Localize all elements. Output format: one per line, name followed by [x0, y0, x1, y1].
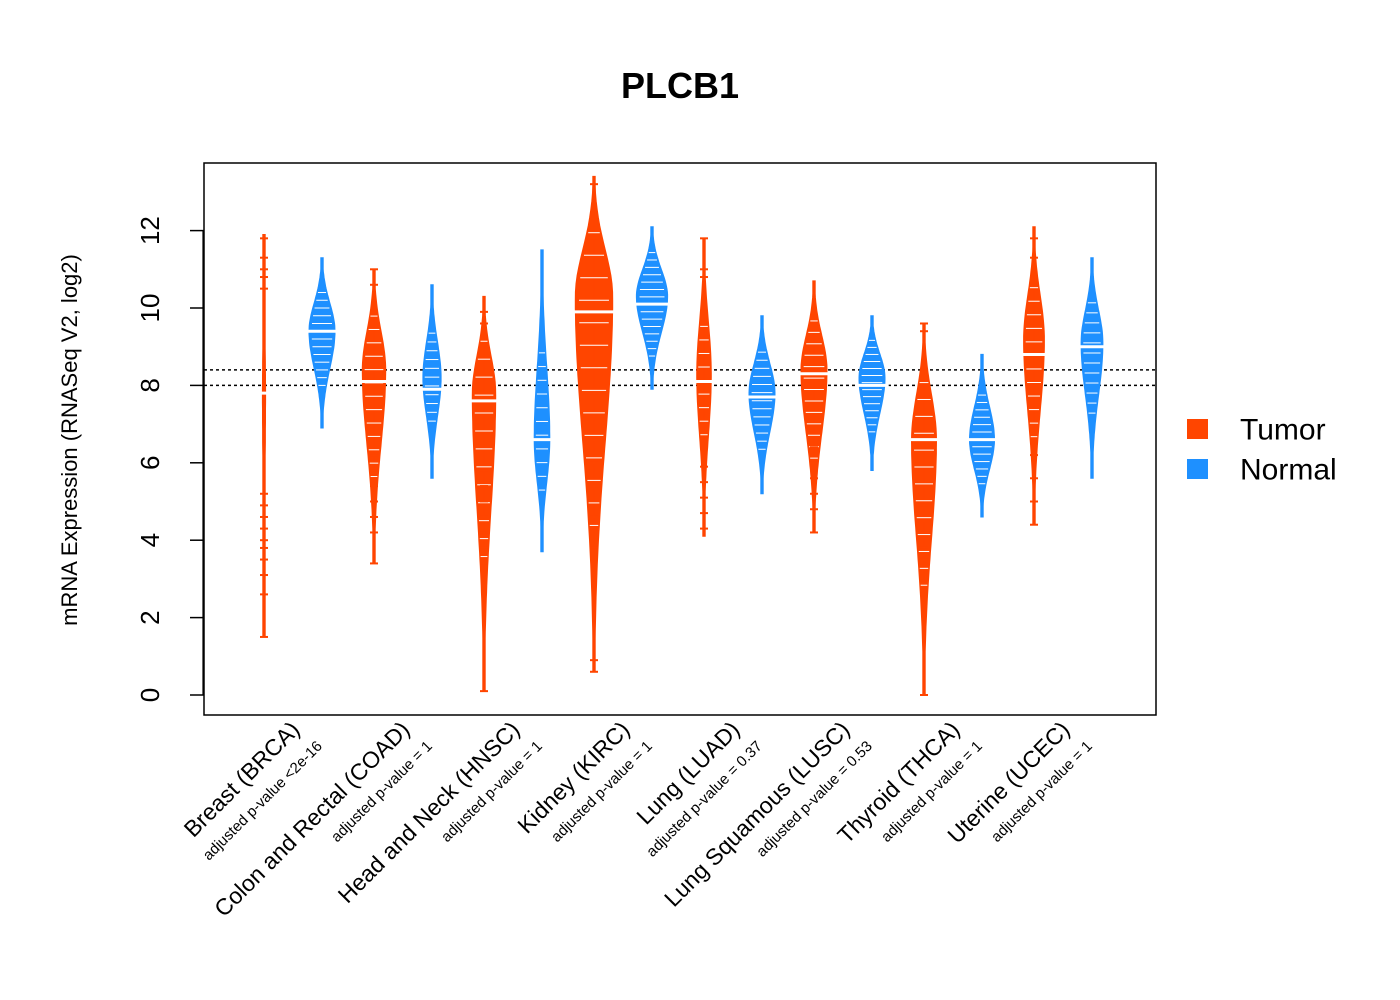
y-tick-label: 4 — [135, 533, 165, 547]
legend: Tumor Normal — [1187, 414, 1337, 487]
normal-bean — [1077, 257, 1107, 479]
bean-group — [907, 322, 999, 696]
tumor-bean — [571, 175, 617, 673]
bean-group — [1019, 226, 1107, 526]
tumor-bean — [358, 268, 390, 565]
reference-lines — [204, 369, 1156, 387]
y-tick-label: 2 — [135, 610, 165, 624]
normal-bean — [965, 353, 999, 518]
bean-group — [797, 280, 889, 534]
bean-group — [692, 237, 779, 537]
tumor-bean — [797, 280, 831, 534]
y-tick-label: 8 — [135, 378, 165, 392]
bean-group — [468, 249, 554, 693]
y-axis-label: mRNA Expression (RNASeq V2, log2) — [57, 254, 82, 626]
y-tick-label: 6 — [135, 456, 165, 470]
bean-group — [358, 268, 445, 565]
legend-label-tumor: Tumor — [1240, 414, 1326, 447]
chart-title: PLCB1 — [621, 65, 739, 106]
x-axis-labels: Breast (BRCA)adjusted p-value <2e-16Colo… — [179, 716, 1096, 921]
normal-bean — [419, 284, 445, 479]
tumor-bean — [1019, 226, 1049, 526]
bean-groups — [252, 175, 1107, 696]
normal-bean — [745, 315, 779, 495]
tumor-bean — [468, 295, 500, 693]
tumor-bean — [907, 322, 941, 696]
normal-bean — [530, 249, 554, 553]
normal-bean — [305, 257, 339, 429]
tumor-bean — [252, 234, 276, 638]
legend-swatch-tumor — [1187, 419, 1208, 439]
legend-label-normal: Normal — [1240, 454, 1337, 487]
y-tick-label: 10 — [135, 294, 165, 323]
y-tick-label: 0 — [135, 688, 165, 702]
plot-frame — [203, 162, 1157, 716]
y-axis: 0 2 4 6 8 10 12 — [135, 216, 204, 702]
tumor-bean — [692, 237, 716, 537]
bean-group — [252, 234, 339, 638]
normal-bean — [855, 315, 889, 471]
y-tick-label: 12 — [135, 216, 165, 245]
bean-group — [571, 175, 672, 673]
normal-bean — [632, 226, 672, 390]
legend-swatch-normal — [1187, 459, 1208, 479]
